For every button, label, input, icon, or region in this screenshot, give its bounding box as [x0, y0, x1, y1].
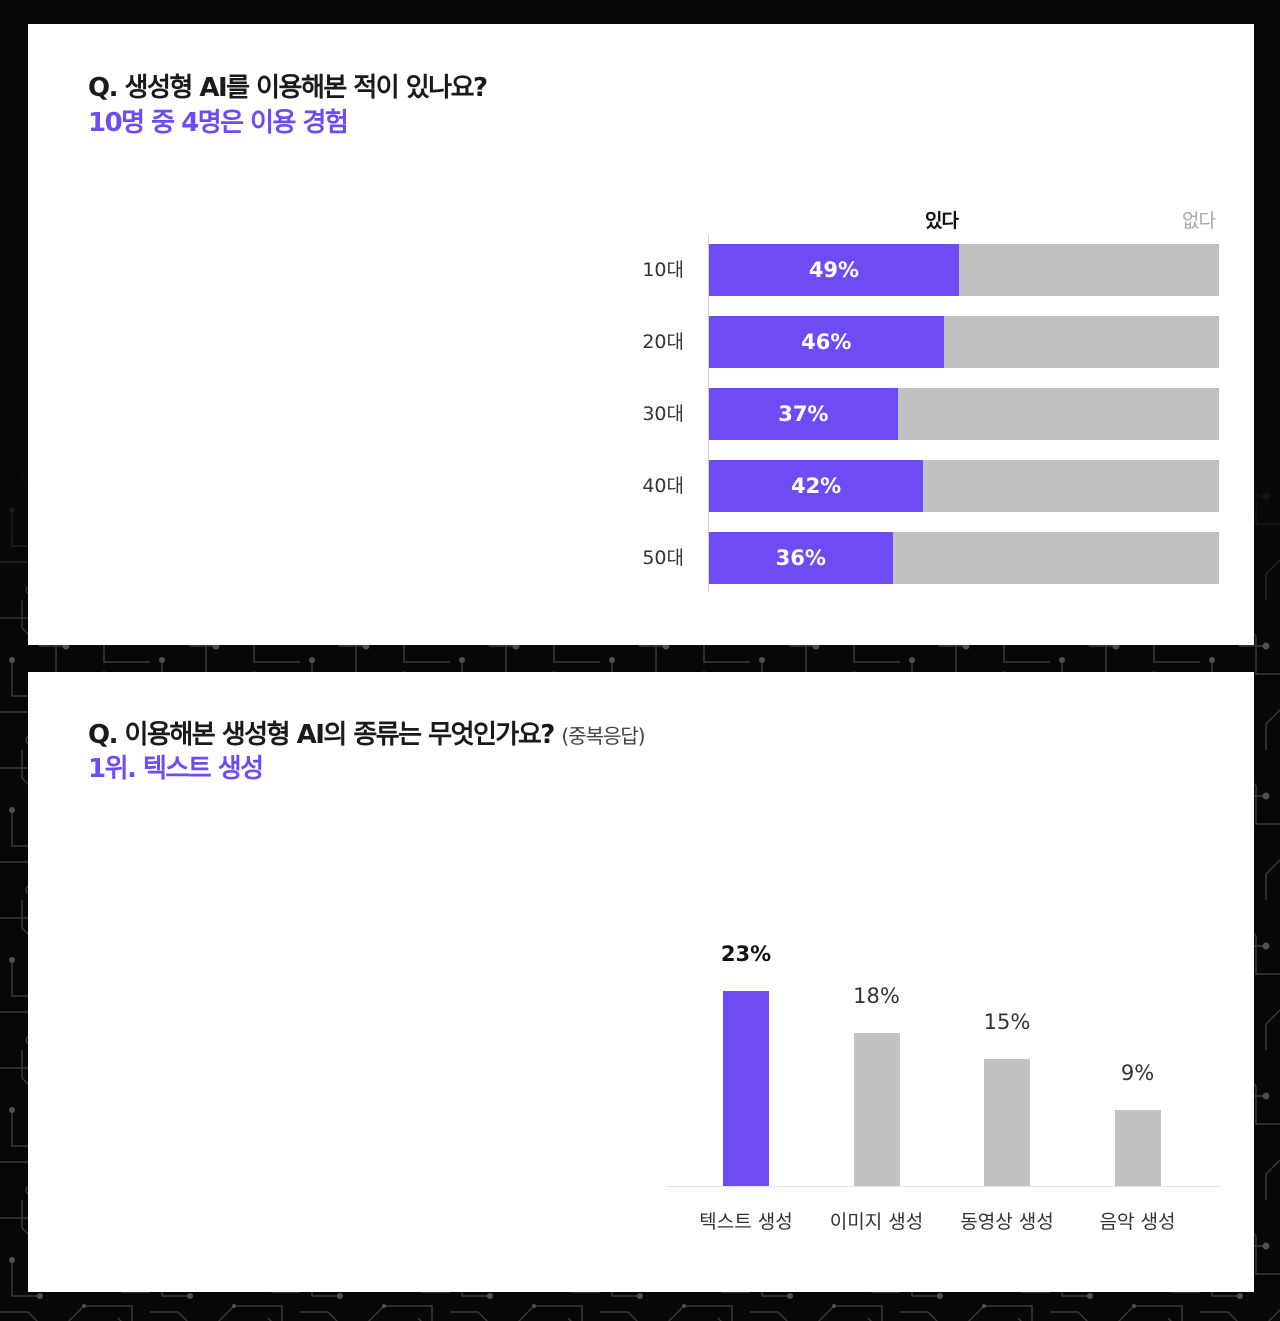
type-bar-value-label-1: 23% — [720, 941, 772, 966]
type-category-label-2: 이미지 생성 — [829, 1211, 924, 1233]
question-title: Q. 생성형 AI를 이용해본 적이 있나요? — [88, 73, 488, 103]
ai-type-chart: 23% 텍스트 생성 18% 이미지 생성 15% 동영상 생성 9% 음악 생성 — [628, 912, 1248, 1272]
question-title: Q. 이용해본 생성형 AI의 종류는 무엇인가요? (중복응답) — [88, 718, 646, 753]
bar-yes-segment-5 — [709, 532, 893, 584]
age-group-label-5: 50대 — [642, 547, 684, 569]
bar-no-segment-3 — [897, 388, 1219, 440]
question-title-text: Q. 이용해본 생성형 AI의 종류는 무엇인가요? — [88, 720, 555, 750]
bar-no-segment-2 — [943, 316, 1219, 368]
category-axis-line — [708, 235, 709, 592]
bar-data-label-2: 46% — [801, 330, 852, 354]
bar-yes-segment-4 — [709, 460, 924, 512]
bar-data-label-3: 37% — [778, 402, 829, 426]
bar-yes-segment-2 — [709, 316, 944, 368]
survey-card-ai-types: Q. 이용해본 생성형 AI의 종류는 무엇인가요? (중복응답) 1위. 텍스… — [28, 672, 1254, 1292]
bar-data-label-1: 49% — [808, 258, 860, 282]
question-highlight: 1위. 텍스트 생성 — [88, 754, 264, 784]
bar-no-segment-4 — [923, 460, 1219, 512]
bar-no-segment-5 — [892, 532, 1219, 584]
bar-yes-segment-1 — [709, 244, 959, 296]
multiple-response-note: (중복응답) — [561, 724, 645, 748]
type-bar-value-label-4: 9% — [1120, 1060, 1155, 1085]
type-bar-3 — [984, 1058, 1030, 1186]
type-bar-4 — [1114, 1109, 1161, 1186]
type-bar-value-label-3: 15% — [983, 1009, 1031, 1034]
age-group-label-4: 40대 — [642, 475, 684, 497]
bar-no-segment-1 — [958, 244, 1219, 296]
bar-yes-segment-3 — [709, 388, 898, 440]
chart-baseline — [666, 1186, 1221, 1187]
usage-by-age-chart: 있다 없다 10대 49% 20대 46% 30대 37% 40대 42% 50대 36% — [608, 204, 1228, 604]
legend-no: 없다 — [1182, 210, 1216, 232]
bar-data-label-4: 42% — [790, 474, 842, 498]
type-category-label-1: 텍스트 생성 — [699, 1211, 793, 1233]
survey-card-usage-experience: Q. 생성형 AI를 이용해본 적이 있나요? 10명 중 4명은 이용 경험 … — [28, 24, 1254, 645]
age-group-label-2: 20대 — [642, 331, 684, 353]
type-bar-value-label-2: 18% — [853, 984, 900, 1009]
question-highlight: 10명 중 4명은 이용 경험 — [88, 108, 349, 138]
bar-data-label-5: 36% — [775, 546, 826, 570]
age-group-label-1: 10대 — [642, 259, 684, 281]
age-group-label-3: 30대 — [642, 403, 684, 425]
type-bar-1 — [723, 990, 769, 1186]
type-bar-2 — [853, 1033, 900, 1186]
legend-yes: 있다 — [925, 210, 959, 232]
type-category-label-3: 동영상 생성 — [960, 1211, 1054, 1233]
type-category-label-4: 음악 생성 — [1099, 1211, 1176, 1233]
